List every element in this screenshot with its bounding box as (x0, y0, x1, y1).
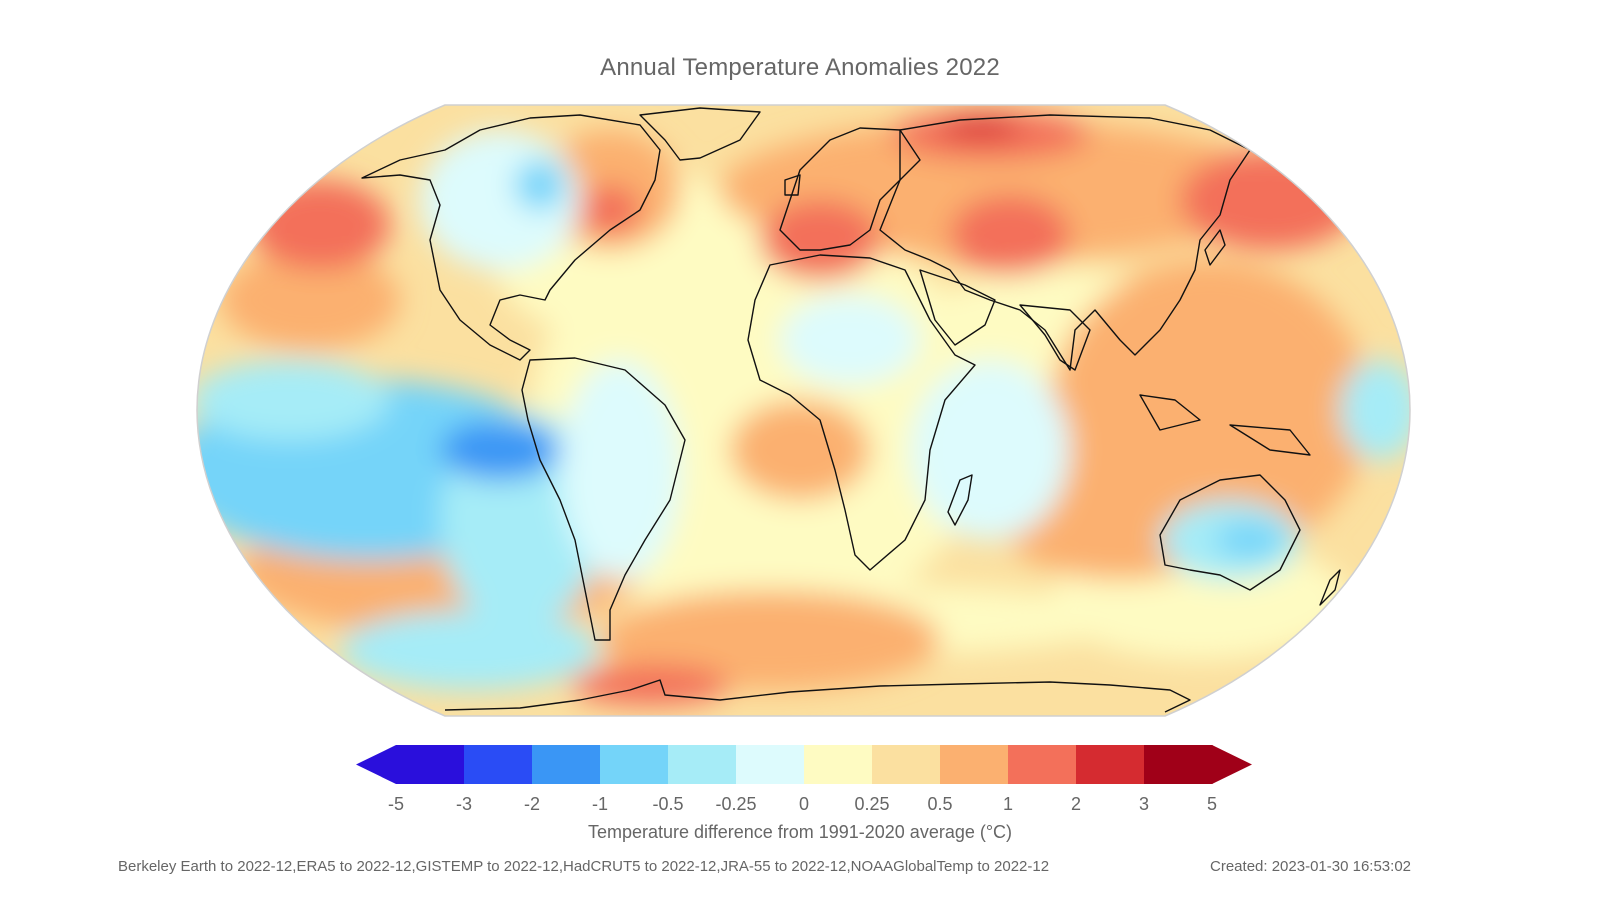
colorbar-tick-label: -2 (523, 794, 540, 814)
anomaly-field (197, 105, 1410, 716)
colorbar-bin (736, 745, 805, 784)
colorbar-bin (804, 745, 873, 784)
colorbar-tick-label: 2 (1070, 794, 1081, 814)
colorbar-tick-label: -3 (455, 794, 472, 814)
colorbar-bin (464, 745, 533, 784)
colorbar-tick-label: 0.25 (854, 794, 890, 814)
colorbar-bin (668, 745, 737, 784)
colorbar-bin (396, 745, 465, 784)
colorbar-bin (1076, 745, 1145, 784)
colorbar-bin (1008, 745, 1077, 784)
colorbar-bin (872, 745, 941, 784)
colorbar-tick-label: -1 (591, 794, 608, 814)
colorbar-bin (1144, 745, 1213, 784)
colorbar-bin (532, 745, 601, 784)
map-title: Annual Temperature Anomalies 2022 (600, 54, 1000, 81)
colorbar-tick-label: 0 (798, 794, 809, 814)
colorbar-tick-label: -5 (387, 794, 404, 814)
colorbar (356, 745, 1252, 784)
colorbar-tick-label: 1 (1002, 794, 1013, 814)
globe-outline (196, 104, 1411, 717)
colorbar-bin (940, 745, 1009, 784)
colorbar-tick-label: 5 (1206, 794, 1217, 814)
colorbar-tick-label: 0.5 (927, 794, 953, 814)
colorbar-tick-label: -0.5 (652, 794, 684, 814)
colorbar-extend-low (356, 745, 396, 784)
colorbar-tick-label: -0.25 (715, 794, 757, 814)
colorbar-bin (600, 745, 669, 784)
colorbar-tick-label: 3 (1138, 794, 1149, 814)
colorbar-extend-high (1212, 745, 1252, 784)
data-sources: Berkeley Earth to 2022-12,ERA5 to 2022-1… (118, 858, 1050, 875)
colorbar-label: Temperature difference from 1991-2020 av… (587, 822, 1013, 842)
created-timestamp: Created: 2023-01-30 16:53:02 (1210, 858, 1411, 875)
coastlines (361, 107, 1341, 713)
